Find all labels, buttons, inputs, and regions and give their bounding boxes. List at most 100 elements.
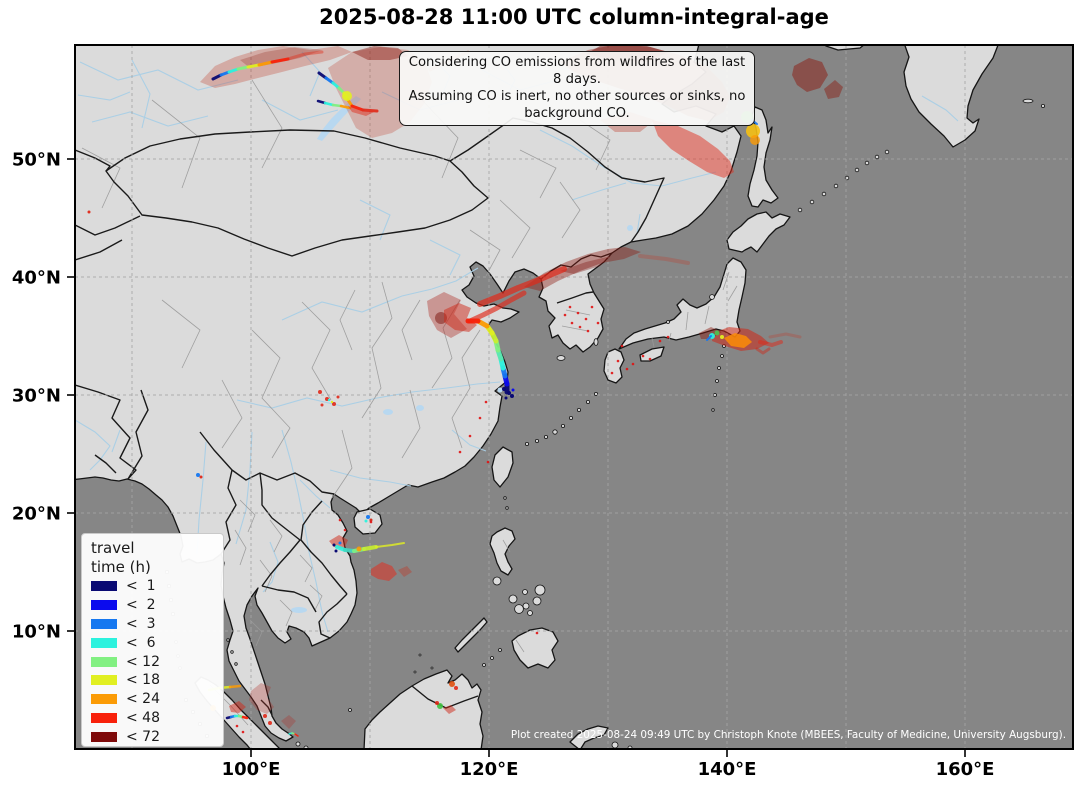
travel-time-streak-segment	[241, 715, 249, 720]
border-amur	[449, 117, 665, 243]
smoke-blob	[281, 715, 296, 729]
legend-swatch	[91, 731, 117, 742]
plume-dot	[454, 686, 458, 690]
plume-dot	[332, 402, 336, 406]
plume-dot	[356, 546, 362, 552]
legend-item: < 6	[91, 633, 215, 652]
travel-time-streak-segment	[257, 60, 274, 67]
smoke-streak	[477, 266, 567, 307]
fire-dot	[486, 460, 490, 464]
legend-swatch	[91, 618, 117, 629]
smoke-blob	[560, 256, 611, 274]
travel-time-streak-segment	[350, 104, 365, 112]
smoke-blob	[398, 566, 412, 577]
fire-dot	[648, 357, 652, 361]
plume-dot	[342, 91, 352, 101]
land-shikoku	[639, 346, 665, 362]
legend-item-label: < 48	[126, 709, 160, 726]
legend-item-label: < 18	[126, 672, 160, 689]
border-korea-north	[540, 252, 613, 280]
border-mongolia	[105, 129, 489, 257]
legend-items: < 1 < 2 < 3 < 6 < 12 < 18 < 24 < 48 < 72	[91, 577, 215, 746]
fire-dot	[641, 354, 645, 358]
legend-item: < 18	[91, 671, 215, 690]
smoke-blob	[792, 58, 828, 92]
fire-dot	[484, 400, 488, 404]
land-sulawesi	[569, 725, 609, 749]
fire-dot	[369, 520, 373, 524]
legend-item: < 2	[91, 596, 215, 615]
plume-dot	[750, 135, 760, 145]
legend-swatch	[91, 712, 117, 723]
travel-time-streak-segment	[361, 108, 379, 113]
border-korea-dmz	[556, 291, 594, 304]
fire-dot	[535, 631, 539, 635]
legend-item-label: < 24	[126, 691, 160, 708]
fire-dot	[576, 311, 580, 315]
travel-time-streak-segment	[227, 67, 240, 74]
plume-dot	[199, 475, 203, 479]
plume-dot	[366, 515, 370, 519]
smoke-blob	[348, 106, 374, 116]
admin-borders	[81, 79, 738, 726]
fire-dot	[343, 528, 347, 532]
fire-dot	[235, 724, 239, 728]
legend-item: < 3	[91, 615, 215, 634]
graticule	[75, 45, 1073, 749]
legend-item-label: < 3	[126, 615, 156, 632]
fire-dot	[241, 730, 245, 734]
country-borders	[75, 117, 665, 716]
smoke-streak	[286, 50, 324, 61]
plume-dot	[330, 400, 334, 404]
travel-time-streak-segment	[246, 63, 261, 69]
legend-item: < 1	[91, 577, 215, 596]
land-kyushu	[603, 348, 625, 384]
legend-item-label: < 1	[126, 578, 156, 595]
land-taiwan	[491, 446, 514, 488]
plume-dot	[318, 390, 322, 394]
legend-item-label: < 12	[126, 653, 160, 670]
travel-time-streak-segment	[362, 545, 378, 551]
fire-dot	[584, 317, 588, 321]
smoke-blob	[352, 46, 408, 60]
fire-dot	[563, 313, 567, 317]
plume-dot	[502, 387, 506, 391]
travel-time-streak-segment	[323, 101, 335, 107]
plume-dot	[196, 473, 200, 477]
smoke-blob	[699, 327, 722, 339]
plume-dot	[320, 403, 324, 407]
fire-dot	[590, 305, 594, 309]
smoke-blob	[444, 303, 477, 332]
legend-swatch	[91, 675, 117, 686]
legend-item-label: < 6	[126, 634, 156, 651]
fire-dot	[610, 371, 614, 375]
smoke-streak	[375, 542, 405, 548]
lon-tick-label: 100°E	[222, 759, 281, 780]
land-kamchatka	[903, 45, 999, 148]
plume-dot	[511, 388, 515, 392]
plume-dot	[334, 549, 338, 553]
smoke-streak	[755, 347, 771, 355]
page-title: 2025-08-28 11:00 UTC column-integral-age	[319, 5, 829, 29]
plume-dot	[435, 701, 439, 705]
plume-dot	[87, 210, 91, 214]
fire-dot	[620, 344, 624, 348]
smoke-streak	[638, 254, 690, 265]
plume-dot	[507, 391, 511, 395]
lat-tick-label: 50°N	[12, 150, 61, 171]
lat-tick-label: 10°N	[12, 622, 61, 643]
fire-dot	[570, 321, 574, 325]
fire-dot	[478, 416, 482, 420]
plume-dot	[327, 398, 331, 402]
fire-dot	[631, 362, 635, 366]
lon-tick-label: 140°E	[698, 759, 757, 780]
plume-dot	[504, 396, 508, 400]
plume-dot	[714, 330, 720, 336]
land-luzon	[489, 527, 516, 576]
plume-dot	[336, 395, 340, 399]
legend-swatch	[91, 694, 117, 705]
smoke-blob	[652, 120, 734, 178]
annotation-box: Considering CO emissions from wildfires …	[399, 51, 755, 126]
fire-dot	[666, 335, 670, 339]
